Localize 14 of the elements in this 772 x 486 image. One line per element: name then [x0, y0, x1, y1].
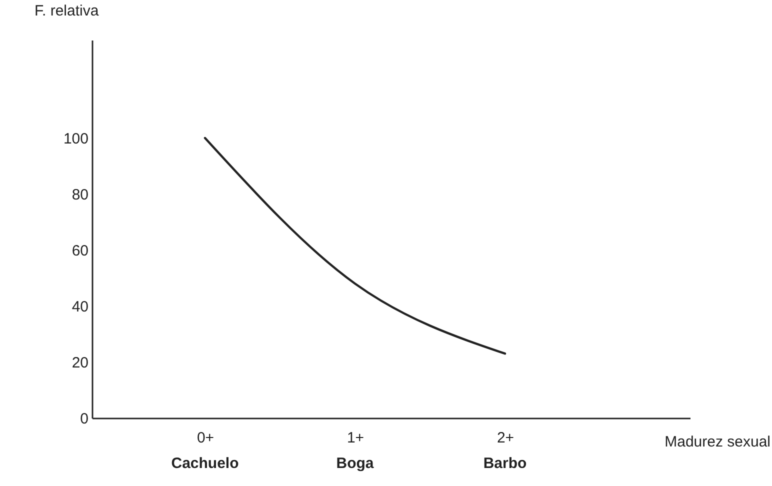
text: Cachuelo — [171, 455, 239, 472]
y-axis-title: F. relativa — [34, 2, 100, 20]
y-tick-label: 80 — [72, 186, 88, 204]
y-tick-label: 0 — [80, 410, 88, 428]
x-axis-title: Madurez sexual — [664, 434, 770, 450]
y-tick-label: 20 — [72, 354, 88, 372]
x-tick-label: 0+ — [196, 430, 214, 446]
x-tick-label: 2+ — [496, 430, 514, 446]
text: Boga — [336, 455, 374, 472]
y-tick-label: 60 — [72, 242, 88, 260]
y-tick-label: 40 — [72, 298, 88, 316]
x-tick-label: 1+ — [346, 430, 364, 446]
text: Barbo — [483, 455, 527, 472]
y-tick-label: 100 — [63, 130, 88, 148]
